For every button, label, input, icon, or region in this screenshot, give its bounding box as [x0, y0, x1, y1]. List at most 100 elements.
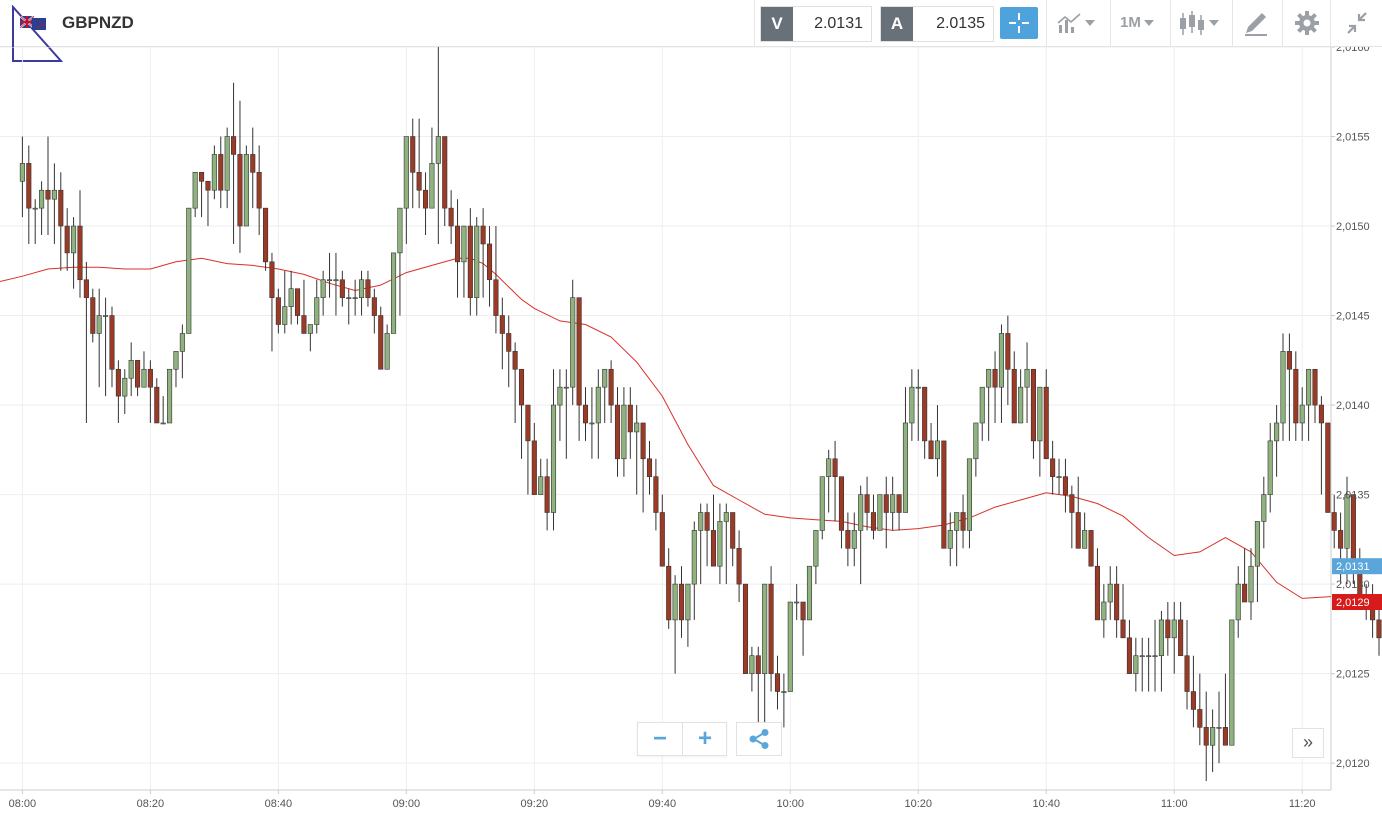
price-tags: 2,0131 2,0129 — [1332, 558, 1382, 611]
candle — [454, 199, 461, 298]
chart-type-button[interactable] — [1178, 5, 1226, 41]
gb-nz-flag-icon — [20, 16, 46, 30]
candle — [237, 100, 243, 253]
candle-body — [320, 279, 326, 298]
candle-body — [83, 279, 89, 298]
candle-body — [781, 691, 787, 693]
candle-body — [71, 225, 77, 254]
candle — [122, 369, 128, 415]
candle — [576, 297, 582, 441]
candle — [160, 396, 166, 425]
candle — [211, 145, 217, 200]
candle-body — [128, 360, 134, 379]
candle-body — [1043, 386, 1049, 460]
candle-body — [1075, 512, 1081, 549]
settings-button[interactable] — [1294, 5, 1320, 41]
indicators-button[interactable] — [1056, 5, 1104, 41]
candle — [275, 288, 281, 334]
candle — [224, 127, 230, 209]
scroll-to-latest-button[interactable]: » — [1292, 728, 1324, 758]
candle — [1178, 602, 1184, 657]
candle — [359, 270, 365, 316]
candle-body — [1274, 422, 1280, 442]
candle-body — [1139, 655, 1145, 658]
timeframe-dropdown[interactable]: 1M — [1120, 5, 1166, 41]
candle — [992, 351, 998, 423]
candle-body — [1197, 709, 1203, 728]
candle-body — [736, 548, 742, 585]
candle-body — [141, 368, 147, 388]
candle — [442, 136, 448, 227]
ask-price-tag — [1332, 594, 1382, 611]
candle — [1094, 548, 1100, 621]
price-tick-label: 2,0135 — [1336, 490, 1370, 502]
candle-body — [243, 154, 249, 227]
sell-label: V — [761, 7, 793, 41]
candle — [205, 180, 211, 227]
candle-body — [717, 521, 723, 567]
candle-body — [1242, 583, 1248, 603]
toolbar: GBPNZD V 2.0131 A 2.0135 1M — [0, 0, 1382, 62]
candle — [1133, 637, 1139, 692]
candle-body — [1254, 521, 1260, 567]
candle — [77, 190, 83, 298]
candle-body — [378, 315, 384, 370]
zoom-in-button[interactable]: + — [697, 725, 712, 752]
candle — [621, 387, 627, 477]
candle — [922, 386, 928, 459]
sell-price: 2.0131 — [814, 15, 863, 32]
candle-body — [122, 377, 128, 397]
candle-body — [179, 333, 185, 352]
candle-body — [295, 288, 301, 316]
candle-body — [819, 476, 825, 531]
candle — [781, 673, 787, 728]
candle-body — [1030, 368, 1036, 442]
candle — [1088, 530, 1094, 567]
candle — [1062, 458, 1068, 513]
candle — [851, 512, 857, 567]
candle-body — [1050, 458, 1056, 477]
zoom-out-button[interactable]: − — [652, 725, 667, 752]
candle — [320, 270, 326, 316]
candle — [557, 369, 563, 441]
candle — [416, 118, 422, 209]
candle-body — [544, 476, 550, 513]
candle — [263, 207, 269, 271]
candle — [243, 145, 249, 227]
candle-body — [1376, 619, 1382, 639]
candle-body — [1203, 727, 1209, 746]
candle-body — [678, 583, 685, 621]
candle — [646, 440, 653, 495]
candle-body — [352, 297, 358, 299]
candle-body — [512, 351, 518, 370]
candle — [26, 145, 32, 244]
candle — [333, 252, 339, 316]
candle-body — [826, 458, 832, 477]
sell-price-button[interactable]: V 2.0131 — [760, 6, 872, 42]
candle-body — [1069, 494, 1075, 513]
candle-body — [845, 530, 851, 549]
candle-body — [154, 386, 160, 424]
candle-body — [1222, 727, 1228, 746]
candle — [45, 136, 51, 235]
chevron-down-icon — [1085, 20, 1095, 26]
candle-body — [480, 225, 486, 245]
crosshair-button[interactable] — [1000, 7, 1038, 39]
candle — [461, 225, 467, 298]
time-tick-label: 11:00 — [1161, 798, 1188, 810]
share-button[interactable] — [736, 722, 782, 756]
candle-body — [90, 297, 96, 334]
candle — [1120, 584, 1126, 639]
collapse-button[interactable] — [1344, 5, 1370, 41]
buy-price-button[interactable]: A 2.0135 — [880, 6, 994, 42]
candle-body — [211, 154, 217, 191]
drawing-tools-button[interactable] — [1242, 5, 1270, 41]
time-tick-label: 09:40 — [649, 798, 677, 810]
candle — [1312, 368, 1318, 423]
candle-body — [1261, 494, 1267, 522]
price-chart[interactable]: 2,0120 2,0125 2,0130 2,0135 2,0140 2,0145 2,01… — [0, 47, 1382, 820]
candle — [499, 297, 505, 370]
price-tick-label: 2,0150 — [1336, 221, 1370, 233]
candle — [678, 566, 685, 638]
candle — [973, 422, 979, 477]
